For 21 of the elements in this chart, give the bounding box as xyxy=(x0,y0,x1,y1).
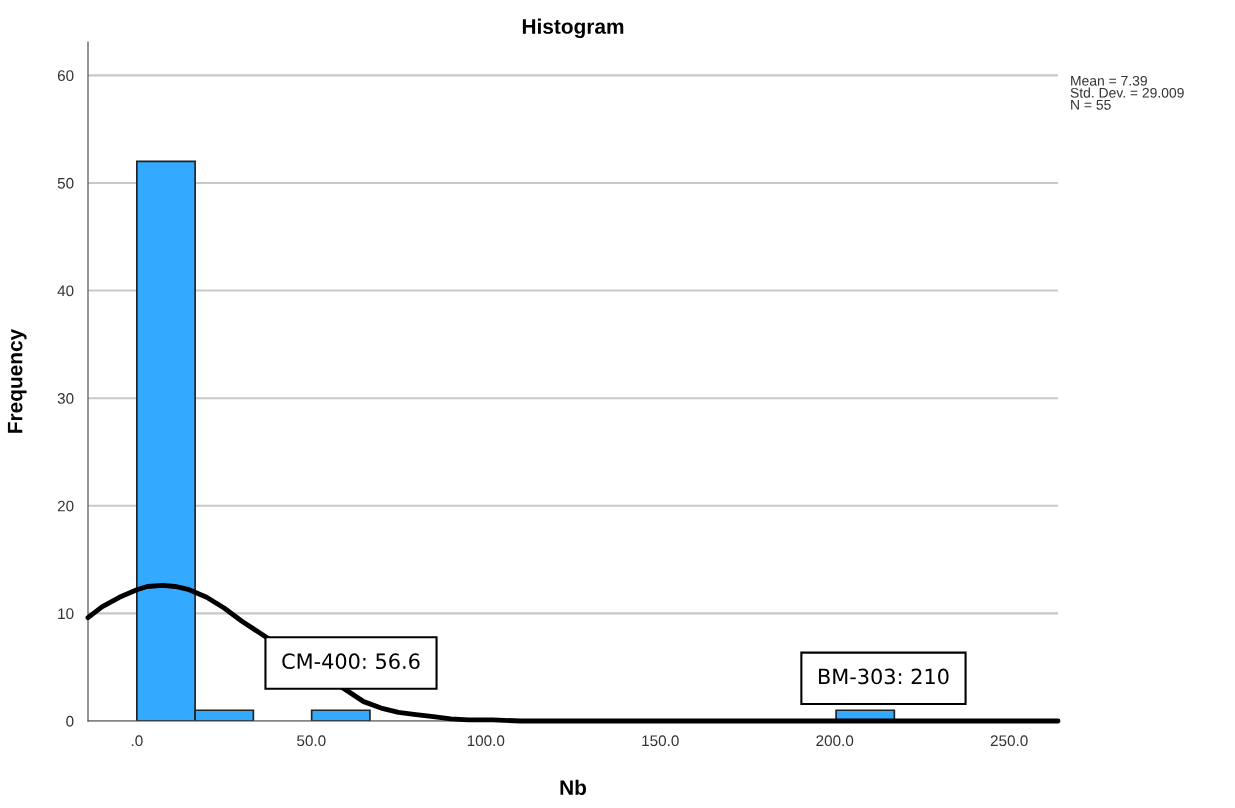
text: Mean = 7.39 xyxy=(1071,75,1147,86)
x-axis-title: Nb xyxy=(560,779,587,795)
y-tick-label: 20 xyxy=(57,500,74,512)
x-tick-label: 200.0 xyxy=(816,735,854,747)
y-tick-label: 10 xyxy=(58,608,74,620)
y-tick-label: 40 xyxy=(57,285,74,297)
y-tick-label: 30 xyxy=(57,393,74,404)
y-tick-label: 60 xyxy=(57,70,74,82)
x-tick-label: 100.0 xyxy=(467,735,505,747)
annotation: CM-400: 56.6 xyxy=(282,653,420,670)
y-axis-title: Frequency xyxy=(7,328,27,433)
chart-title: Histogram xyxy=(522,18,624,39)
x-tick-label: 50.0 xyxy=(297,735,326,747)
x-tick-label: .0 xyxy=(131,735,143,747)
annotation: BM-303: 210 xyxy=(819,668,949,685)
y-tick-label: 0 xyxy=(66,715,74,727)
y-tick-label: 50 xyxy=(57,177,74,189)
text: Std. Dev. = 29.009 xyxy=(1070,87,1184,98)
x-tick-label: 250.0 xyxy=(990,735,1028,747)
text: N = 55 xyxy=(1071,100,1111,110)
x-tick-label: 150.0 xyxy=(642,735,679,747)
